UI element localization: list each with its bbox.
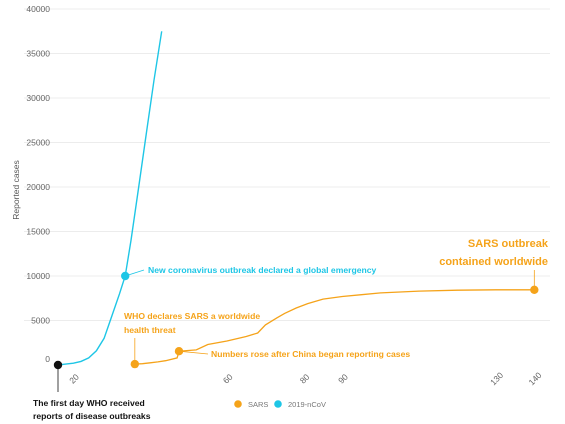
y-tick-label: 35000	[26, 49, 50, 59]
y-tick-label: 40000	[26, 4, 50, 14]
y-axis-ticks: 40000 35000 30000 25000 20000 15000 10000 5000 0	[26, 4, 50, 364]
y-axis-label: Reported cases	[11, 160, 21, 220]
legend-2019-ncov-swatch	[274, 400, 282, 408]
annotation-sars-contained-line1: SARS outbreak	[468, 238, 549, 250]
x-tick-label: 90	[336, 372, 350, 386]
annotation-sars-threat-line2: health threat	[124, 325, 176, 335]
y-tick-label: 20000	[26, 182, 50, 192]
legend-sars-label: SARS	[248, 400, 268, 409]
x-axis-ticks: 20 60 80 90 130 140	[67, 370, 544, 387]
x-tick-label: 140	[526, 370, 543, 387]
x-tick-label: 80	[298, 372, 312, 386]
y-tick-label: 30000	[26, 93, 50, 103]
china-reporting-connector	[178, 350, 209, 355]
series-line-2019-ncov	[57, 31, 163, 366]
annotation-first-day-line2: reports of disease outbreaks	[33, 411, 151, 421]
china-reporting-marker	[174, 347, 184, 356]
grid-lines	[24, 8, 550, 321]
annotation-sars-threat-line1: WHO declares SARS a worldwide	[124, 311, 260, 321]
origin-marker	[53, 360, 63, 370]
series-line-sars	[134, 289, 535, 365]
x-tick-label: 60	[221, 372, 235, 386]
annotation-first-day-line1: The first day WHO received	[33, 398, 145, 408]
annotation-sars-contained-line2: contained worldwide	[439, 256, 548, 268]
y-tick-label: 0	[45, 354, 50, 364]
annotation-ncov-emergency: New coronavirus outbreak declared a glob…	[148, 265, 377, 275]
y-tick-label: 15000	[26, 227, 50, 237]
y-tick-label: 10000	[26, 271, 50, 281]
annotation-china-reporting: Numbers rose after China began reporting…	[211, 349, 410, 359]
y-tick-label: 25000	[26, 138, 50, 148]
legend-2019-ncov-label: 2019-nCoV	[288, 400, 326, 409]
x-tick-label: 20	[67, 372, 81, 386]
y-tick-label: 5000	[31, 316, 50, 326]
x-tick-label: 130	[488, 370, 505, 387]
legend-sars-swatch	[234, 400, 242, 408]
legend: SARS 2019-nCoV	[234, 400, 326, 409]
sars-contained-marker	[530, 285, 539, 294]
ncov-emergency-marker	[121, 271, 130, 281]
sars-threat-marker	[130, 359, 140, 369]
